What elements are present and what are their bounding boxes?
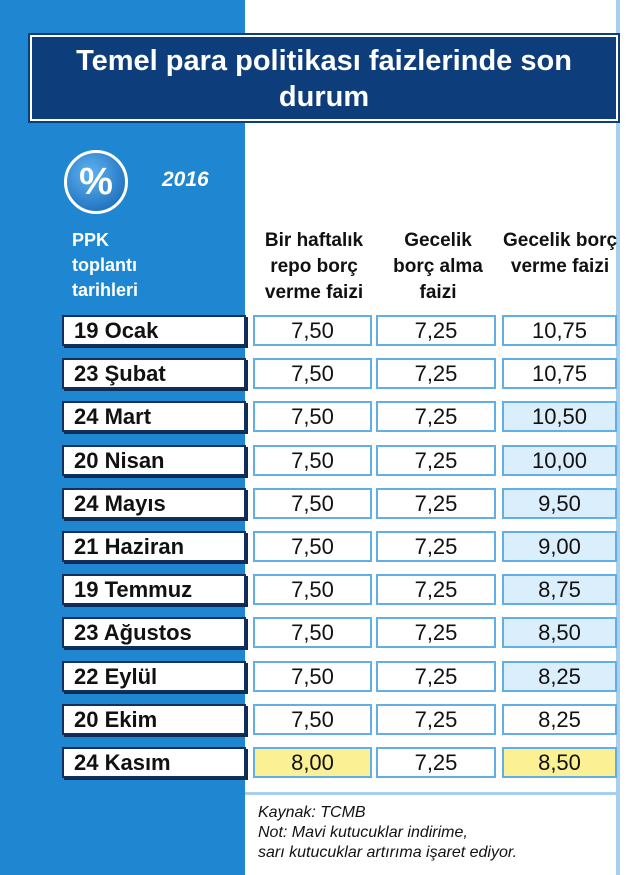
rate-cell: 9,00 [502, 531, 617, 562]
rate-cell: 7,25 [376, 358, 496, 390]
rate-cell: 7,50 [253, 617, 372, 649]
date-cell: 19 Ocak [62, 315, 246, 346]
rate-cell: 7,50 [253, 660, 372, 692]
date-cell: 24 Kasım [62, 747, 246, 778]
title: Temel para politikası faizlerinde son du… [28, 33, 620, 123]
rate-cell: 7,50 [253, 444, 372, 476]
rate-cell: 8,75 [502, 574, 617, 606]
date-cell: 21 Haziran [62, 531, 246, 562]
rate-cell: 7,25 [376, 487, 496, 519]
percent-icon: % [64, 150, 128, 214]
rate-cell: 7,25 [376, 703, 496, 735]
rate-cell: 7,25 [376, 617, 496, 649]
rate-cell: 7,25 [376, 315, 496, 346]
date-cell: 23 Ağustos [62, 617, 246, 649]
rate-cell: 10,50 [502, 401, 617, 433]
column-header: Bir haftalık repo borç verme faizi [264, 230, 364, 303]
rate-cell: 8,25 [502, 660, 617, 692]
rate-cell: 10,75 [502, 315, 617, 346]
rate-cell: 7,50 [253, 703, 372, 735]
rate-cell: 7,50 [253, 358, 372, 390]
date-cell: 24 Mart [62, 401, 246, 433]
rate-cell: 7,50 [253, 487, 372, 519]
note: Not: Mavi kutucuklar indirime, [258, 824, 468, 841]
rate-cell: 8,50 [502, 747, 617, 778]
rate-cell: 7,25 [376, 747, 496, 778]
rate-cell: 7,50 [253, 574, 372, 606]
rate-cell: 8,00 [253, 747, 372, 778]
year: 2016 [162, 168, 209, 191]
date-cell: 24 Mayıs [62, 487, 246, 519]
date-cell: 22 Eylül [62, 660, 246, 692]
side-panel [0, 0, 245, 875]
rate-cell: 8,50 [502, 617, 617, 649]
column-header: PPK toplantı tarihleri [72, 230, 139, 300]
rate-cell: 10,00 [502, 444, 617, 476]
date-cell: 20 Ekim [62, 703, 246, 735]
rate-cell: 7,25 [376, 531, 496, 562]
column-header: Gecelik borç alma faizi [393, 230, 483, 303]
source: Kaynak: TCMB [258, 804, 366, 821]
rate-cell: 7,25 [376, 660, 496, 692]
divider [245, 792, 618, 795]
date-cell: 23 Şubat [62, 358, 246, 390]
date-cell: 20 Nisan [62, 444, 246, 476]
rate-cell: 7,25 [376, 444, 496, 476]
rate-cell: 7,50 [253, 315, 372, 346]
rate-cell: 7,25 [376, 574, 496, 606]
rate-cell: 8,25 [502, 703, 617, 735]
date-cell: 19 Temmuz [62, 574, 246, 606]
rate-cell: 10,75 [502, 358, 617, 390]
rate-cell: 7,50 [253, 401, 372, 433]
rate-cell: 9,50 [502, 487, 617, 519]
rate-cell: 7,25 [376, 401, 496, 433]
rate-cell: 7,50 [253, 531, 372, 562]
note: sarı kutucuklar artırıma işaret ediyor. [258, 844, 518, 861]
column-header: Gecelik borç verme faizi [502, 230, 618, 277]
border [616, 0, 620, 875]
